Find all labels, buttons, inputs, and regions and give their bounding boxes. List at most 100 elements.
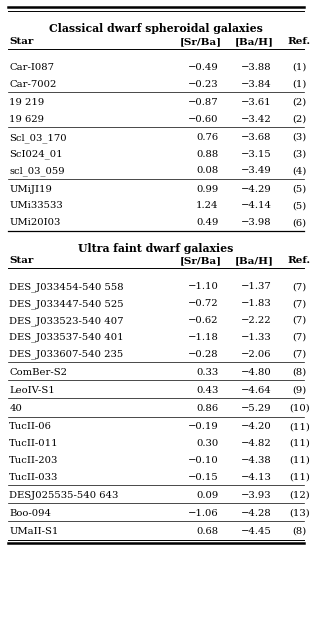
Text: DES_J033537-540 401: DES_J033537-540 401 (9, 332, 124, 342)
Text: 0.76: 0.76 (196, 133, 218, 142)
Text: 19 629: 19 629 (9, 115, 44, 124)
Text: TucII-033: TucII-033 (9, 473, 59, 481)
Text: −3.88: −3.88 (241, 63, 271, 72)
Text: 0.08: 0.08 (196, 166, 218, 176)
Text: −3.61: −3.61 (241, 98, 271, 107)
Text: UMiJI19: UMiJI19 (9, 185, 52, 193)
Text: [Ba/H]: [Ba/H] (235, 256, 274, 265)
Text: −0.87: −0.87 (188, 98, 218, 107)
Text: DES_J033454-540 558: DES_J033454-540 558 (9, 282, 124, 292)
Text: (11): (11) (289, 473, 310, 481)
Text: UMaII-S1: UMaII-S1 (9, 527, 59, 536)
Text: (9): (9) (292, 386, 307, 395)
Text: −0.10: −0.10 (188, 455, 218, 465)
Text: (11): (11) (289, 455, 310, 465)
Text: 0.68: 0.68 (196, 527, 218, 536)
Text: ComBer-S2: ComBer-S2 (9, 368, 67, 376)
Text: 0.99: 0.99 (196, 185, 218, 193)
Text: −3.68: −3.68 (241, 133, 271, 142)
Text: (1): (1) (292, 80, 307, 89)
Text: DES_J033447-540 525: DES_J033447-540 525 (9, 299, 124, 309)
Text: −4.38: −4.38 (241, 455, 271, 465)
Text: Car-7002: Car-7002 (9, 80, 57, 89)
Text: (13): (13) (289, 509, 310, 518)
Text: 19 219: 19 219 (9, 98, 45, 107)
Text: [Sr/Ba]: [Sr/Ba] (180, 256, 222, 265)
Text: 0.86: 0.86 (196, 404, 218, 413)
Text: −2.22: −2.22 (241, 316, 271, 325)
Text: −4.80: −4.80 (241, 368, 271, 376)
Text: 0.88: 0.88 (196, 150, 218, 159)
Text: Ultra faint dwarf galaxies: Ultra faint dwarf galaxies (78, 243, 234, 253)
Text: Star: Star (9, 37, 34, 46)
Text: −0.28: −0.28 (188, 350, 218, 358)
Text: Star: Star (9, 256, 34, 265)
Text: −4.82: −4.82 (241, 439, 271, 448)
Text: (6): (6) (292, 218, 307, 227)
Text: −5.29: −5.29 (241, 404, 271, 413)
Text: −4.28: −4.28 (241, 509, 271, 518)
Text: UMi33533: UMi33533 (9, 201, 63, 210)
Text: −0.62: −0.62 (188, 316, 218, 325)
Text: 40: 40 (9, 404, 22, 413)
Text: 1.24: 1.24 (196, 201, 218, 210)
Text: (1): (1) (292, 63, 307, 72)
Text: −3.15: −3.15 (241, 150, 271, 159)
Text: (8): (8) (292, 527, 307, 536)
Text: 0.30: 0.30 (196, 439, 218, 448)
Text: (3): (3) (292, 150, 307, 159)
Text: −1.18: −1.18 (188, 332, 218, 342)
Text: −1.10: −1.10 (188, 282, 218, 291)
Text: Car-I087: Car-I087 (9, 63, 54, 72)
Text: (5): (5) (292, 201, 307, 210)
Text: (7): (7) (292, 316, 307, 325)
Text: TucII-011: TucII-011 (9, 439, 59, 448)
Text: −3.84: −3.84 (241, 80, 271, 89)
Text: LeoIV-S1: LeoIV-S1 (9, 386, 55, 395)
Text: DES_J033523-540 407: DES_J033523-540 407 (9, 316, 124, 326)
Text: −0.72: −0.72 (188, 299, 218, 308)
Text: (12): (12) (289, 491, 310, 500)
Text: (7): (7) (292, 282, 307, 291)
Text: UMi20I03: UMi20I03 (9, 218, 61, 227)
Text: −1.83: −1.83 (241, 299, 271, 308)
Text: Ref.: Ref. (288, 256, 311, 265)
Text: Ref.: Ref. (288, 37, 311, 46)
Text: ScI024_01: ScI024_01 (9, 150, 63, 159)
Text: −1.06: −1.06 (188, 509, 218, 518)
Text: −0.19: −0.19 (188, 422, 218, 431)
Text: −3.93: −3.93 (241, 491, 271, 500)
Text: (10): (10) (289, 404, 310, 413)
Text: [Ba/H]: [Ba/H] (235, 37, 274, 46)
Text: −4.45: −4.45 (241, 527, 271, 536)
Text: −4.13: −4.13 (241, 473, 271, 481)
Text: −2.06: −2.06 (241, 350, 271, 358)
Text: (7): (7) (292, 332, 307, 342)
Text: −0.23: −0.23 (188, 80, 218, 89)
Text: −1.37: −1.37 (241, 282, 271, 291)
Text: TucII-06: TucII-06 (9, 422, 52, 431)
Text: TucII-203: TucII-203 (9, 455, 59, 465)
Text: [Sr/Ba]: [Sr/Ba] (180, 37, 222, 46)
Text: 0.09: 0.09 (196, 491, 218, 500)
Text: −4.14: −4.14 (241, 201, 271, 210)
Text: (5): (5) (292, 185, 307, 193)
Text: −0.60: −0.60 (188, 115, 218, 124)
Text: DES_J033607-540 235: DES_J033607-540 235 (9, 350, 124, 359)
Text: scl_03_059: scl_03_059 (9, 166, 65, 176)
Text: −3.42: −3.42 (241, 115, 271, 124)
Text: −0.15: −0.15 (188, 473, 218, 481)
Text: 0.43: 0.43 (196, 386, 218, 395)
Text: −4.64: −4.64 (241, 386, 271, 395)
Text: −0.49: −0.49 (188, 63, 218, 72)
Text: (8): (8) (292, 368, 307, 376)
Text: 0.49: 0.49 (196, 218, 218, 227)
Text: (7): (7) (292, 350, 307, 358)
Text: (2): (2) (292, 98, 307, 107)
Text: −3.98: −3.98 (241, 218, 271, 227)
Text: −1.33: −1.33 (241, 332, 271, 342)
Text: Classical dwarf spheroidal galaxies: Classical dwarf spheroidal galaxies (49, 23, 263, 34)
Text: (3): (3) (292, 133, 307, 142)
Text: Scl_03_170: Scl_03_170 (9, 133, 67, 143)
Text: (2): (2) (292, 115, 307, 124)
